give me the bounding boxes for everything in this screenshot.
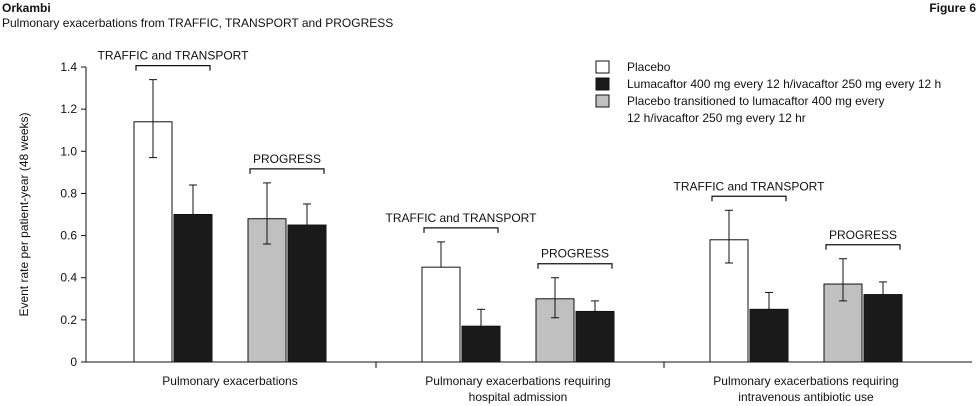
x-category-label: Pulmonary exacerbations: [162, 374, 297, 388]
study-bracket: [711, 195, 787, 202]
x-category-label: Pulmonary exacerbations requiring: [425, 374, 610, 388]
legend-swatch: [595, 60, 610, 74]
bar: [863, 294, 903, 363]
legend-swatch: [595, 77, 610, 91]
brand-title: Orkambi: [2, 1, 51, 15]
bar: [749, 308, 789, 363]
y-axis-label: Event rate per patient-year (48 weeks): [17, 112, 31, 316]
y-tick-label: 0.4: [60, 271, 77, 285]
study-label: PROGRESS: [253, 152, 321, 166]
legend-label: Lumacaftor 400 mg every 12 h/ivacaftor 2…: [627, 77, 941, 91]
bar: [461, 325, 501, 363]
figure-label: Figure 6: [929, 1, 976, 15]
legend-label: Placebo: [627, 60, 671, 74]
bar: [173, 214, 213, 363]
legend-swatch: [595, 94, 610, 108]
y-tick-label: 0.6: [60, 229, 77, 243]
y-tick-label: 1.4: [60, 60, 77, 74]
study-label: TRAFFIC and TRANSPORT: [98, 49, 250, 63]
x-category-label: Pulmonary exacerbations requiring: [713, 374, 898, 388]
study-label: TRAFFIC and TRANSPORT: [386, 211, 538, 225]
study-label: TRAFFIC and TRANSPORT: [674, 179, 826, 193]
y-tick-label: 1.0: [60, 144, 77, 158]
bar: [287, 224, 327, 363]
y-tick-label: 0.2: [60, 313, 77, 327]
legend-label: Placebo transitioned to lumacaftor 400 m…: [627, 94, 884, 108]
study-bracket: [135, 65, 211, 71]
y-tick-label: 1.2: [60, 102, 77, 116]
chart-subtitle: Pulmonary exacerbations from TRAFFIC, TR…: [2, 16, 394, 30]
bar: [133, 121, 173, 363]
y-tick-label: 0: [70, 355, 77, 369]
study-bracket: [537, 263, 613, 269]
y-tick-label: 0.8: [60, 186, 77, 200]
study-bracket: [825, 244, 901, 250]
x-category-label: intravenous antibiotic use: [738, 390, 874, 404]
bar: [575, 310, 615, 363]
study-label: PROGRESS: [541, 247, 609, 261]
x-category-label: hospital admission: [469, 390, 568, 404]
study-bracket: [423, 227, 499, 233]
study-label: PROGRESS: [829, 228, 897, 242]
study-bracket: [249, 168, 325, 174]
bar: [421, 266, 461, 363]
legend-label: 12 h/ivacaftor 250 mg every 12 hr: [627, 111, 806, 125]
